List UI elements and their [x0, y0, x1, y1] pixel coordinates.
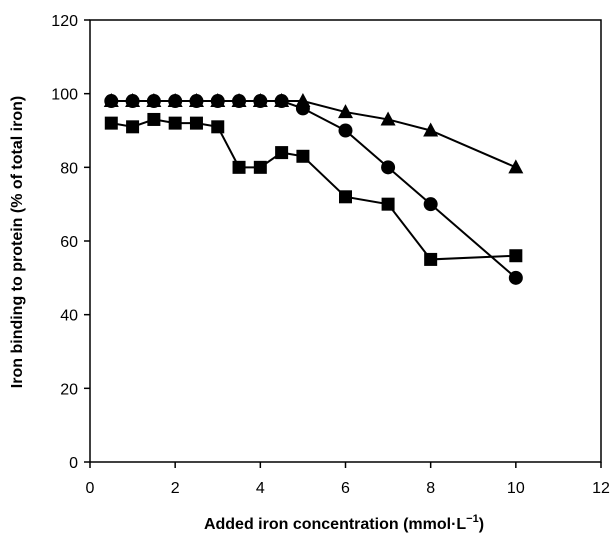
- y-tick-label: 120: [51, 13, 78, 30]
- x-axis-title-main: Added iron concentration (mmol·L: [204, 516, 466, 533]
- x-tick-label: 4: [256, 480, 265, 497]
- data-point-square: [126, 120, 140, 134]
- x-tick-label: 6: [341, 480, 350, 497]
- y-tick-label: 0: [69, 455, 78, 472]
- y-tick-label: 100: [51, 87, 78, 104]
- data-point-circle: [381, 160, 396, 175]
- data-point-square: [509, 249, 523, 263]
- y-tick-label: 80: [60, 160, 78, 177]
- data-point-square: [104, 116, 118, 130]
- data-point-square: [381, 197, 395, 211]
- data-point-square: [211, 120, 225, 134]
- data-point-circle: [423, 197, 438, 212]
- series-triangle: [103, 93, 524, 174]
- series-square: [104, 112, 523, 266]
- data-point-circle: [104, 94, 119, 109]
- series-line-triangle: [111, 100, 517, 169]
- data-point-circle: [274, 94, 289, 109]
- data-point-circle: [338, 123, 353, 138]
- x-tick-label: 2: [171, 480, 180, 497]
- data-point-square: [275, 146, 289, 160]
- data-point-square: [296, 149, 310, 163]
- x-axis-title-close: ): [479, 516, 484, 533]
- data-point-square: [339, 190, 352, 204]
- data-point-circle: [232, 94, 247, 109]
- data-point-circle: [210, 94, 225, 109]
- series-circle: [104, 94, 523, 285]
- x-tick-label: 0: [86, 480, 95, 497]
- y-tick-label: 40: [60, 308, 78, 325]
- data-point-circle: [125, 94, 140, 109]
- x-tick-label: 8: [426, 480, 435, 497]
- data-point-circle: [146, 94, 161, 109]
- data-point-triangle: [338, 104, 353, 119]
- data-point-triangle: [508, 159, 524, 174]
- data-point-triangle: [423, 122, 439, 137]
- y-tick-label: 20: [60, 381, 78, 398]
- data-point-square: [424, 252, 438, 266]
- data-point-circle: [189, 94, 204, 109]
- x-tick-label: 10: [507, 480, 525, 497]
- data-point-circle: [168, 94, 183, 109]
- data-point-triangle: [380, 111, 396, 126]
- data-point-square: [168, 116, 182, 130]
- plot-frame: [89, 19, 602, 463]
- data-point-square: [189, 116, 203, 130]
- data-point-circle: [295, 101, 310, 116]
- x-axis-title-superscript: −1: [466, 513, 479, 525]
- data-point-square: [147, 112, 161, 126]
- y-axis-title: Iron binding to protein (% of total iron…: [9, 96, 26, 388]
- data-point-square: [253, 160, 267, 174]
- series-group: [103, 93, 524, 285]
- data-point-square: [232, 160, 246, 174]
- x-tick-label: 12: [592, 480, 610, 497]
- axes: [89, 19, 602, 463]
- y-tick-label: 60: [60, 234, 78, 251]
- data-point-circle: [508, 270, 523, 285]
- data-point-circle: [253, 94, 268, 109]
- x-axis-title: Added iron concentration (mmol·L−1): [204, 513, 484, 533]
